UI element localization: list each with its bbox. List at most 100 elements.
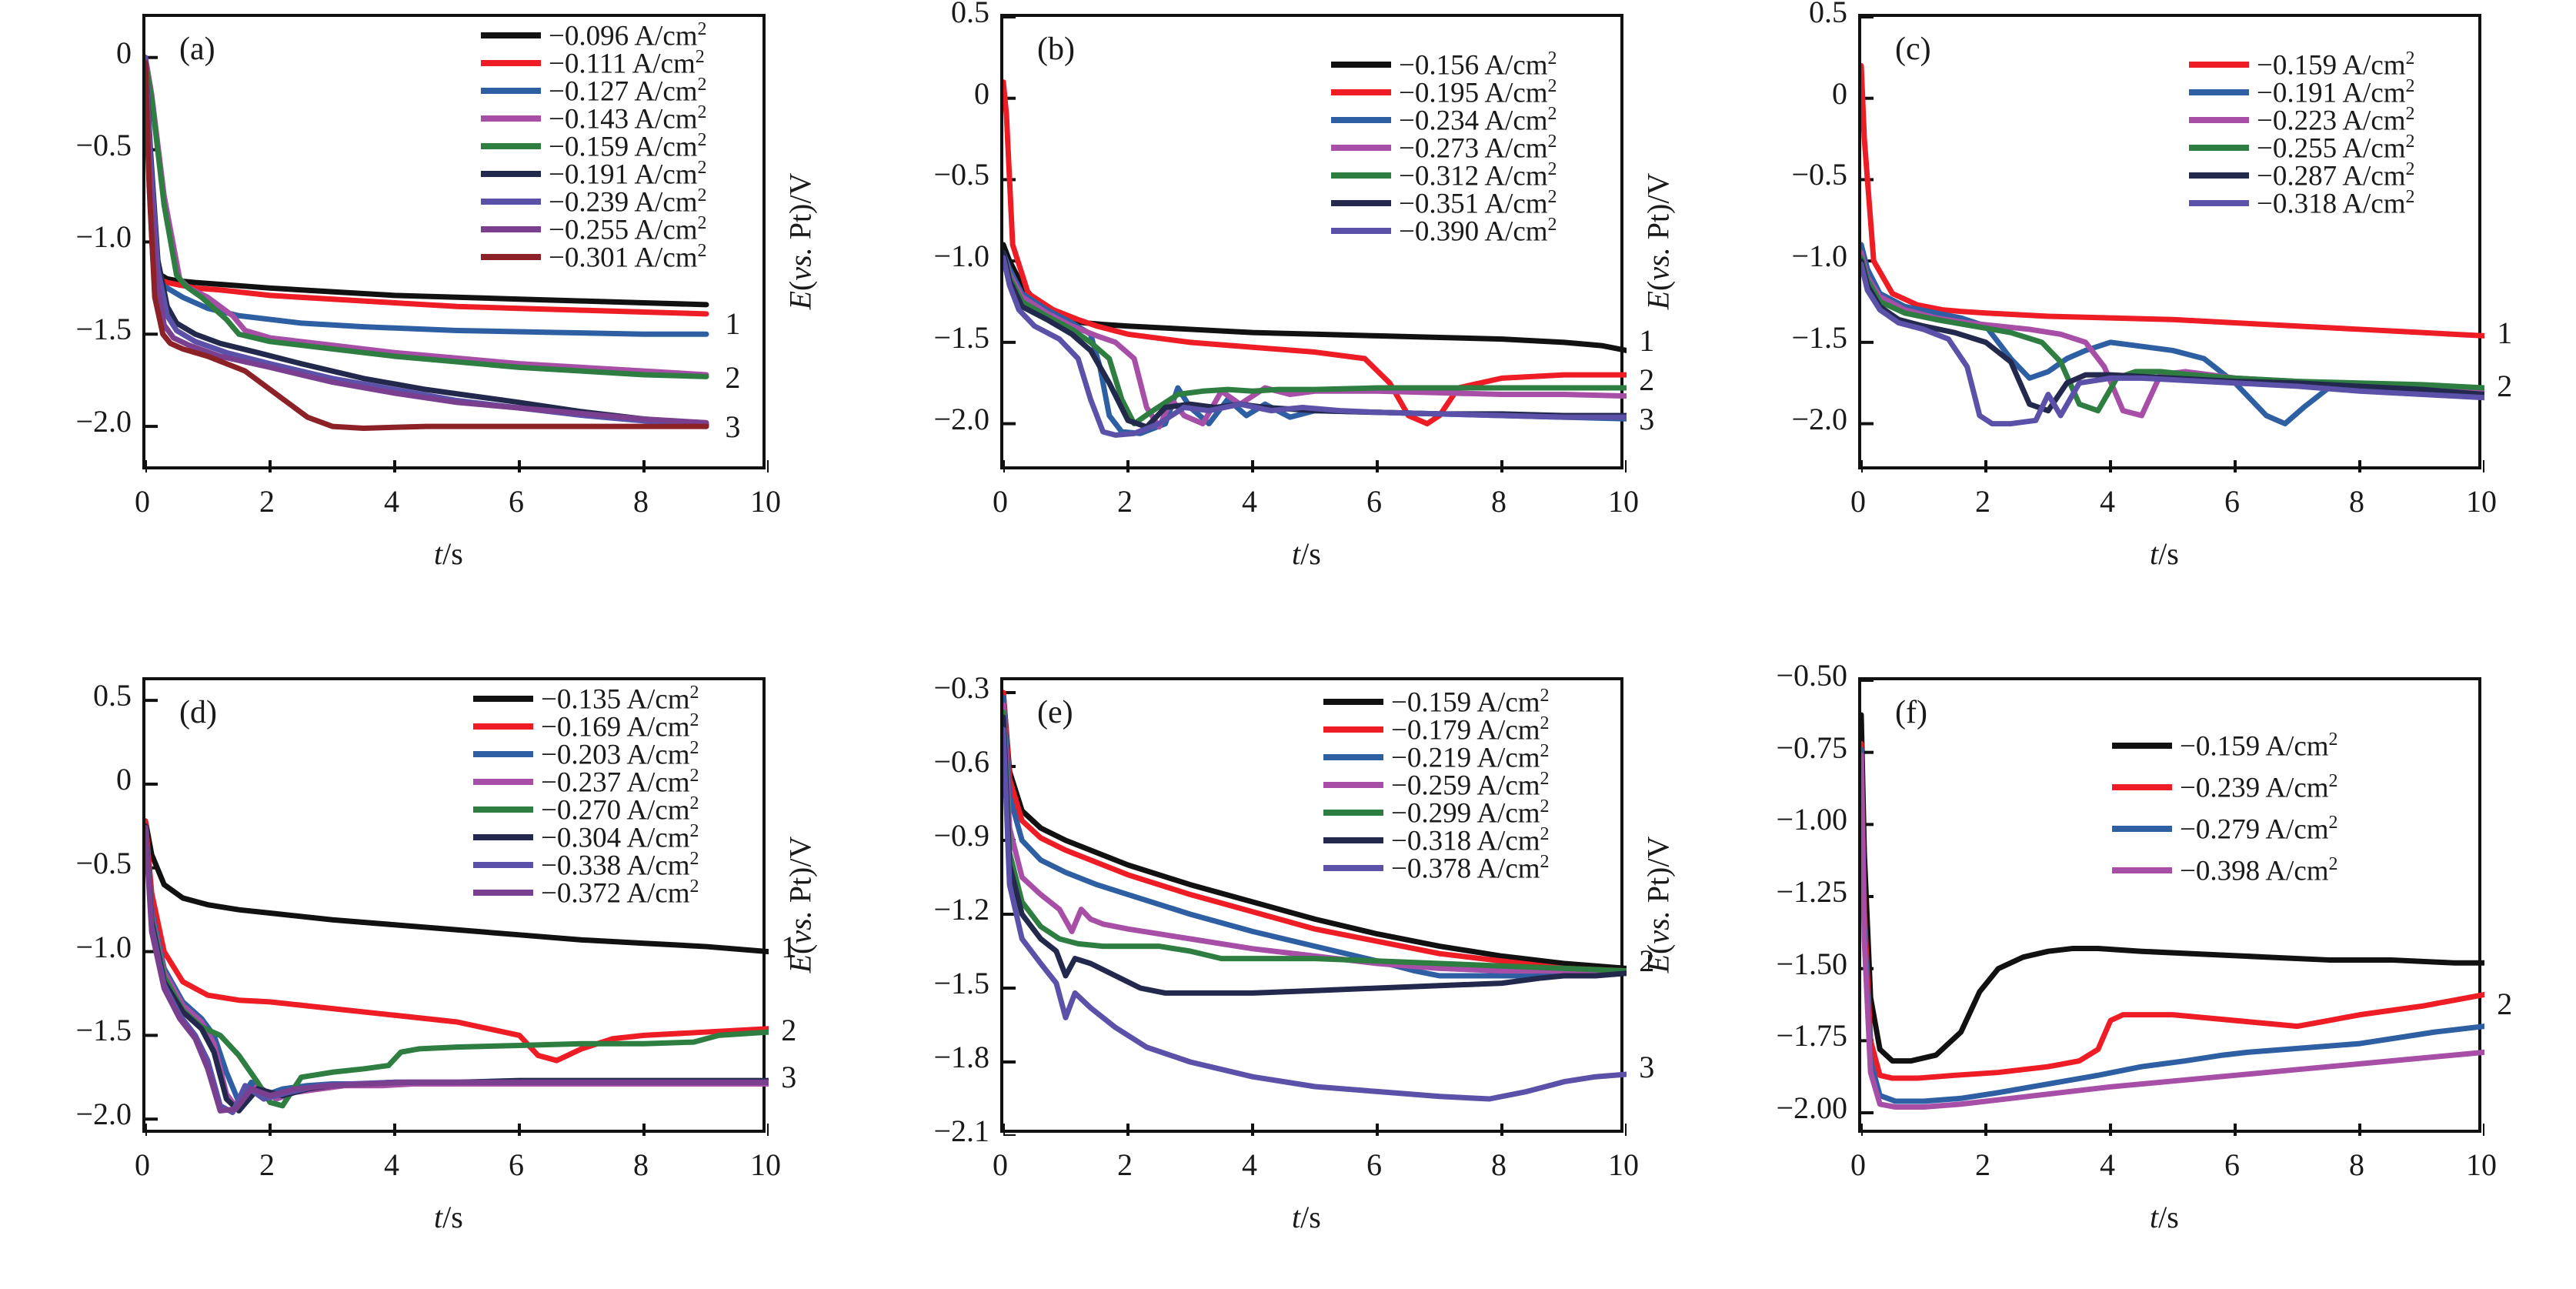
legend-item[interactable]: −0.159 A/cm2: [2112, 725, 2338, 766]
series-line: [1003, 710, 1627, 974]
x-tick-label: 0: [135, 484, 150, 519]
series-line: [145, 58, 709, 426]
legend-color-swatch: [1331, 172, 1391, 179]
legend-e: −0.159 A/cm2 −0.179 A/cm2 −0.219 A/cm2 −0.2…: [1323, 686, 1550, 883]
curve-group-label: 2: [781, 1013, 797, 1048]
legend-item[interactable]: −0.390 A/cm2: [1331, 215, 1557, 246]
x-tick-label: 6: [2224, 1147, 2240, 1182]
legend-label: −0.191 A/cm2: [2257, 76, 2415, 109]
plot-area-f: [1858, 677, 2484, 1136]
legend-label: −0.159 A/cm2: [1391, 686, 1550, 719]
x-tick-label: 10: [750, 484, 781, 519]
y-tick-label: −2.0: [1791, 401, 1847, 436]
legend-item[interactable]: −0.203 A/cm2: [473, 739, 699, 770]
legend-item[interactable]: −0.378 A/cm2: [1323, 853, 1550, 883]
legend-label: −0.159 A/cm2: [2180, 730, 2338, 763]
legend-item[interactable]: −0.169 A/cm2: [473, 711, 699, 742]
legend-item[interactable]: −0.301 A/cm2: [481, 241, 707, 274]
legend-item[interactable]: −0.143 A/cm2: [481, 103, 707, 134]
legend-color-swatch: [1323, 726, 1383, 733]
legend-item[interactable]: −0.338 A/cm2: [473, 850, 699, 880]
legend-item[interactable]: −0.304 A/cm2: [473, 822, 699, 853]
y-tick-label: −1.0: [75, 929, 132, 964]
legend-item[interactable]: −0.195 A/cm2: [1331, 77, 1557, 108]
legend-item[interactable]: −0.255 A/cm2: [481, 214, 707, 245]
series-line: [1861, 258, 2484, 414]
legend-item[interactable]: −0.270 A/cm2: [473, 794, 699, 825]
legend-label: −0.255 A/cm2: [2257, 132, 2415, 165]
curve-group-label: 3: [725, 409, 741, 445]
legend-b: −0.156 A/cm2 −0.195 A/cm2 −0.234 A/cm2 −0.2…: [1331, 49, 1557, 246]
legend-item[interactable]: −0.287 A/cm2: [2189, 160, 2415, 191]
legend-item[interactable]: −0.127 A/cm2: [481, 75, 707, 106]
legend-item[interactable]: −0.096 A/cm2: [481, 20, 707, 51]
x-tick-label: 0: [1850, 484, 1866, 519]
legend-item[interactable]: −0.273 A/cm2: [1331, 132, 1557, 163]
legend-item[interactable]: −0.318 A/cm2: [1323, 825, 1550, 856]
legend-label: −0.239 A/cm2: [2180, 771, 2338, 804]
legend-color-swatch: [1331, 228, 1391, 234]
plot-area-d: [142, 677, 769, 1136]
legend-item[interactable]: −0.279 A/cm2: [2112, 808, 2338, 850]
y-tick-label: −1.00: [1776, 802, 1847, 837]
x-tick-label: 10: [1608, 484, 1639, 519]
legend-color-swatch: [473, 751, 533, 757]
y-tick-label: −1.5: [1791, 319, 1847, 355]
legend-item[interactable]: −0.159 A/cm2: [481, 130, 707, 163]
legend-item[interactable]: −0.219 A/cm2: [1323, 742, 1550, 773]
legend-item[interactable]: −0.234 A/cm2: [1331, 105, 1557, 135]
legend-color-swatch: [1331, 117, 1391, 123]
y-axis-label: E(vs. Pt)/V: [1640, 836, 1676, 973]
legend-item[interactable]: −0.135 A/cm2: [473, 683, 699, 714]
legend-item[interactable]: −0.159 A/cm2: [1323, 686, 1550, 719]
legend-item[interactable]: −0.239 A/cm2: [2112, 766, 2338, 808]
legend-item[interactable]: −0.259 A/cm2: [1323, 770, 1550, 800]
y-tick-label: −1.75: [1776, 1018, 1847, 1054]
curve-group-label: 2: [2497, 369, 2513, 404]
legend-item[interactable]: −0.299 A/cm2: [1323, 797, 1550, 828]
x-tick-label: 2: [1117, 484, 1133, 519]
y-tick-label: 0.5: [1809, 0, 1847, 29]
x-tick-label: 0: [993, 484, 1008, 519]
legend-label: −0.159 A/cm2: [549, 130, 707, 163]
series-line: [145, 823, 769, 1105]
y-tick-label: −0.5: [75, 127, 132, 162]
legend-item[interactable]: −0.179 A/cm2: [1323, 714, 1550, 745]
x-axis-label: t/s: [2150, 536, 2179, 571]
panel-label-b: (b): [1037, 32, 1075, 67]
legend-color-swatch: [2189, 172, 2249, 179]
series-line: [1003, 690, 1627, 971]
legend-item[interactable]: −0.159 A/cm2: [2189, 49, 2415, 80]
legend-label: −0.301 A/cm2: [549, 241, 707, 274]
legend-item[interactable]: −0.237 A/cm2: [473, 766, 699, 797]
x-tick-label: 4: [1242, 1147, 1257, 1182]
legend-item[interactable]: −0.191 A/cm2: [481, 159, 707, 189]
legend-item[interactable]: −0.312 A/cm2: [1331, 160, 1557, 191]
legend-color-swatch: [1323, 865, 1383, 871]
legend-item[interactable]: −0.223 A/cm2: [2189, 105, 2415, 135]
legend-color-swatch: [481, 60, 541, 66]
legend-color-swatch: [2189, 145, 2249, 151]
legend-item[interactable]: −0.239 A/cm2: [481, 186, 707, 217]
y-tick-label: −0.5: [933, 157, 989, 192]
legend-color-swatch: [481, 143, 541, 149]
y-tick-label: −1.5: [933, 966, 989, 1000]
legend-item[interactable]: −0.156 A/cm2: [1331, 49, 1557, 80]
series-line: [145, 55, 709, 378]
legend-item[interactable]: −0.111 A/cm2: [481, 48, 707, 78]
legend-item[interactable]: −0.191 A/cm2: [2189, 76, 2415, 109]
legend-color-swatch: [1331, 200, 1391, 206]
legend-item[interactable]: −0.372 A/cm2: [473, 877, 699, 908]
legend-color-swatch: [1323, 810, 1383, 816]
series-line: [145, 55, 709, 308]
legend-item[interactable]: −0.255 A/cm2: [2189, 132, 2415, 165]
series-line: [1003, 690, 1627, 974]
x-tick-label: 8: [633, 1147, 649, 1182]
y-tick-label: −1.50: [1776, 946, 1847, 981]
legend-item[interactable]: −0.398 A/cm2: [2112, 850, 2338, 891]
legend-item[interactable]: −0.318 A/cm2: [2189, 188, 2415, 219]
series-line: [1861, 712, 2484, 1064]
legend-item[interactable]: −0.351 A/cm2: [1331, 188, 1557, 219]
